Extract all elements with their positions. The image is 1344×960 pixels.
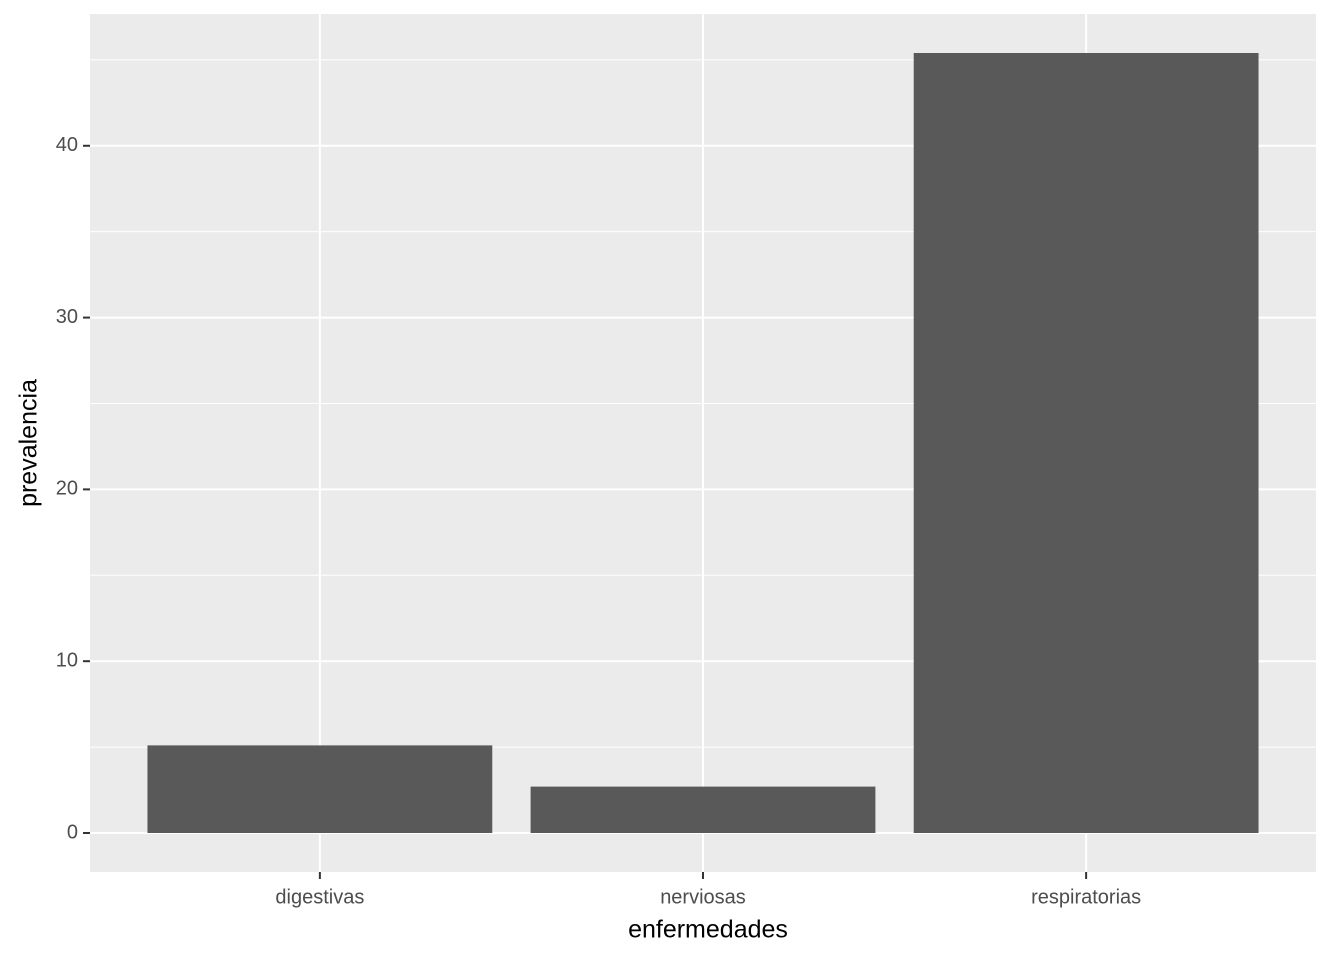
y-tick-label: 40 <box>56 134 78 156</box>
y-tick-label: 0 <box>67 821 78 843</box>
y-tick-label: 10 <box>56 649 78 671</box>
bar <box>147 745 493 833</box>
x-tick-label: nerviosas <box>660 886 746 908</box>
x-tick-label: digestivas <box>275 886 364 908</box>
bar <box>530 786 876 833</box>
x-tick-label: respiratorias <box>1031 886 1141 908</box>
bar <box>913 53 1259 833</box>
x-axis-title: enfermedades <box>628 916 788 944</box>
y-axis-title: prevalencia <box>15 379 43 507</box>
y-tick-label: 20 <box>56 478 78 500</box>
y-tick-label: 30 <box>56 306 78 328</box>
